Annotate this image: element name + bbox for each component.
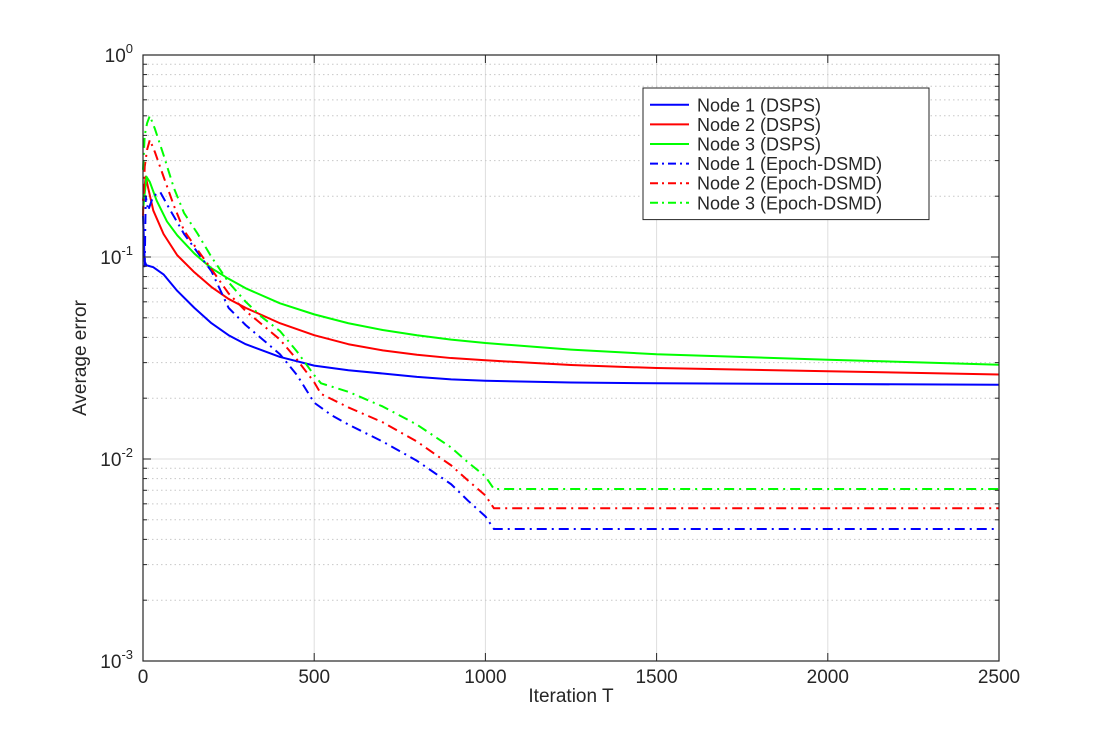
legend: Node 1 (DSPS)Node 2 (DSPS)Node 3 (DSPS)N… xyxy=(642,87,930,221)
x-tick-label: 1500 xyxy=(635,667,677,688)
y-tick-label: 10-2 xyxy=(100,445,133,471)
y-tick-exponent: 0 xyxy=(126,41,133,56)
x-axis-label: Iteration T xyxy=(528,686,614,707)
x-tick-label: 0 xyxy=(138,667,149,688)
series-line xyxy=(142,138,999,510)
series-line xyxy=(142,215,1000,386)
y-tick-label: 100 xyxy=(105,41,133,67)
axis-ticks xyxy=(142,54,1000,662)
legend-entry-label: Node 2 (Epoch-DSMD) xyxy=(697,174,882,194)
x-tick-labels: 0 500 1000 1500 2000 2500 xyxy=(138,667,1020,688)
x-tick-label: 500 xyxy=(298,667,330,688)
series-line xyxy=(142,114,999,491)
legend-box xyxy=(642,87,930,221)
grid xyxy=(143,55,999,661)
series-lines xyxy=(142,114,1000,531)
x-tick-label: 1000 xyxy=(464,667,506,688)
y-tick-base: 10 xyxy=(100,450,121,471)
x-tick-label: 2000 xyxy=(807,667,849,688)
y-tick-label: 10-1 xyxy=(100,243,133,269)
y-tick-exponent: -3 xyxy=(121,647,133,662)
y-tick-label: 10-3 xyxy=(100,647,133,673)
y-tick-exponent: -2 xyxy=(121,445,133,460)
legend-entry-label: Node 3 (Epoch-DSMD) xyxy=(697,193,882,213)
legend-entry-label: Node 3 (DSPS) xyxy=(697,135,821,155)
legend-entry-label: Node 1 (DSPS) xyxy=(697,95,821,115)
series-line xyxy=(142,175,1000,376)
legend-entry-label: Node 1 (Epoch-DSMD) xyxy=(697,154,882,174)
y-tick-exponent: -1 xyxy=(121,243,133,258)
series-line xyxy=(142,175,1000,366)
legend-entry-label: Node 2 (DSPS) xyxy=(697,115,821,135)
y-tick-base: 10 xyxy=(105,46,126,67)
plot-frame xyxy=(142,54,1000,662)
y-axis-label: Average error xyxy=(70,299,91,415)
y-tick-base: 10 xyxy=(100,248,121,269)
series-line xyxy=(143,190,999,531)
x-tick-label: 2500 xyxy=(978,667,1020,688)
y-tick-base: 10 xyxy=(100,652,121,673)
